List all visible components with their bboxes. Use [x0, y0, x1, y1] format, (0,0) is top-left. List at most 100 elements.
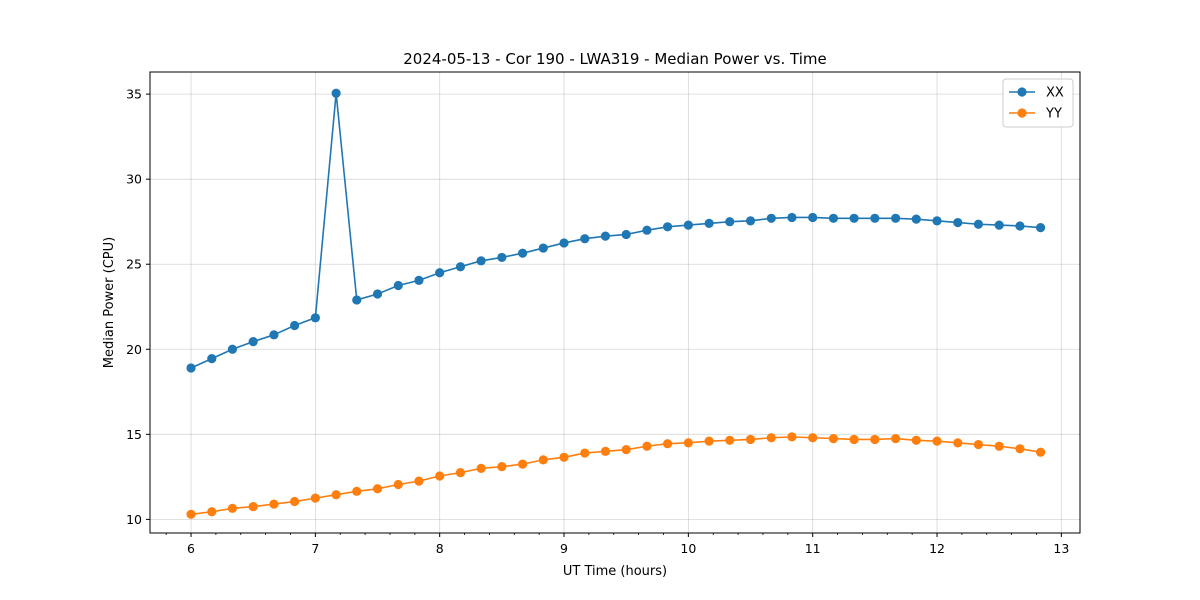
- data-point-yy: [269, 499, 279, 509]
- data-point-yy: [600, 446, 611, 456]
- y-tick-label: 25: [126, 257, 142, 272]
- data-point-yy: [787, 432, 797, 442]
- data-point-yy: [745, 434, 756, 445]
- data-point-xx: [704, 218, 714, 228]
- data-point-xx: [662, 222, 673, 232]
- y-tick-label: 10: [126, 512, 142, 527]
- data-point-yy: [580, 448, 590, 458]
- data-point-xx: [621, 229, 631, 240]
- data-point-yy: [994, 441, 1004, 451]
- chart-title: 2024-05-13 - Cor 190 - LWA319 - Median P…: [403, 50, 827, 68]
- data-point-yy: [372, 484, 383, 494]
- data-point-xx: [372, 289, 383, 299]
- data-point-yy: [289, 496, 300, 507]
- data-point-xx: [1015, 221, 1025, 231]
- data-point-yy: [932, 436, 942, 446]
- data-point-xx: [787, 212, 797, 223]
- grid-layer: [150, 72, 1080, 533]
- y-tick-label: 35: [126, 87, 142, 102]
- data-point-xx: [310, 313, 320, 323]
- data-point-yy: [973, 439, 984, 450]
- data-point-yy: [1015, 444, 1025, 454]
- tick-layer: 6 7 8 9 10 11 12 13 10 15 20 25 30 35: [126, 87, 1069, 556]
- data-point-xx: [352, 295, 362, 305]
- data-point-yy: [207, 507, 217, 517]
- data-point-yy: [725, 435, 735, 445]
- legend-label-yy: YY: [1045, 107, 1062, 122]
- data-point-xx: [497, 252, 507, 263]
- data-point-xx: [745, 216, 756, 226]
- x-tick-label: 10: [680, 541, 696, 556]
- y-axis-label: Median Power (CPU): [102, 237, 117, 368]
- data-point-xx: [683, 220, 693, 230]
- x-tick-label: 6: [187, 541, 195, 556]
- data-point-xx: [476, 256, 486, 266]
- data-point-yy: [248, 502, 258, 512]
- plot-frame: [149, 71, 1081, 534]
- data-point-xx: [642, 225, 652, 235]
- data-point-yy: [870, 434, 880, 445]
- data-point-yy: [621, 445, 631, 455]
- y-tick-label: 30: [126, 172, 142, 187]
- data-point-xx: [870, 213, 880, 223]
- data-point-yy: [891, 433, 901, 444]
- data-point-yy: [476, 463, 486, 473]
- data-point-xx: [455, 262, 466, 272]
- data-point-xx: [932, 216, 942, 226]
- data-point-xx: [808, 212, 818, 223]
- data-point-yy: [911, 435, 921, 445]
- data-point-yy: [808, 433, 818, 443]
- data-point-yy: [953, 438, 963, 448]
- data-point-xx: [269, 330, 279, 340]
- data-point-xx: [1035, 223, 1046, 233]
- series-layer: [186, 88, 1046, 519]
- data-point-xx: [435, 268, 445, 278]
- data-point-yy: [435, 471, 445, 481]
- x-tick-label: 7: [311, 541, 319, 556]
- data-point-yy: [704, 436, 714, 446]
- data-point-yy: [227, 503, 238, 513]
- data-point-yy: [455, 468, 466, 478]
- data-point-yy: [683, 438, 693, 448]
- legend-marker-xx: [1017, 87, 1027, 97]
- data-point-xx: [580, 234, 590, 244]
- legend-marker-yy: [1017, 108, 1027, 118]
- y-tick-label: 20: [126, 342, 142, 357]
- data-point-xx: [538, 243, 548, 253]
- data-point-xx: [559, 238, 569, 248]
- data-point-xx: [518, 248, 528, 258]
- data-point-xx: [911, 214, 921, 224]
- data-point-yy: [828, 433, 839, 444]
- data-point-yy: [497, 462, 507, 472]
- data-point-xx: [186, 363, 196, 373]
- data-point-xx: [828, 213, 839, 223]
- data-point-yy: [642, 441, 652, 451]
- data-point-xx: [953, 217, 963, 228]
- data-point-xx: [891, 213, 901, 223]
- x-tick-label: 11: [805, 541, 821, 556]
- data-point-yy: [538, 455, 548, 465]
- x-tick-label: 8: [436, 541, 444, 556]
- data-point-xx: [973, 219, 984, 229]
- data-point-yy: [662, 439, 673, 449]
- data-point-yy: [559, 452, 569, 462]
- x-axis-label: UT Time (hours): [563, 564, 667, 579]
- data-point-xx: [207, 354, 217, 364]
- x-tick-label: 13: [1053, 541, 1069, 556]
- x-tick-label: 9: [560, 541, 568, 556]
- legend: XX YY: [1002, 78, 1074, 128]
- data-point-xx: [393, 280, 403, 291]
- data-point-yy: [518, 459, 528, 469]
- data-point-yy: [352, 486, 362, 496]
- data-point-xx: [331, 88, 341, 98]
- data-point-xx: [248, 337, 258, 347]
- data-point-yy: [310, 493, 320, 503]
- data-point-xx: [766, 213, 776, 223]
- data-point-xx: [725, 217, 735, 227]
- data-point-xx: [227, 344, 238, 354]
- data-point-yy: [1035, 447, 1046, 457]
- data-point-xx: [414, 275, 424, 285]
- data-point-xx: [289, 320, 300, 331]
- data-point-yy: [393, 479, 403, 490]
